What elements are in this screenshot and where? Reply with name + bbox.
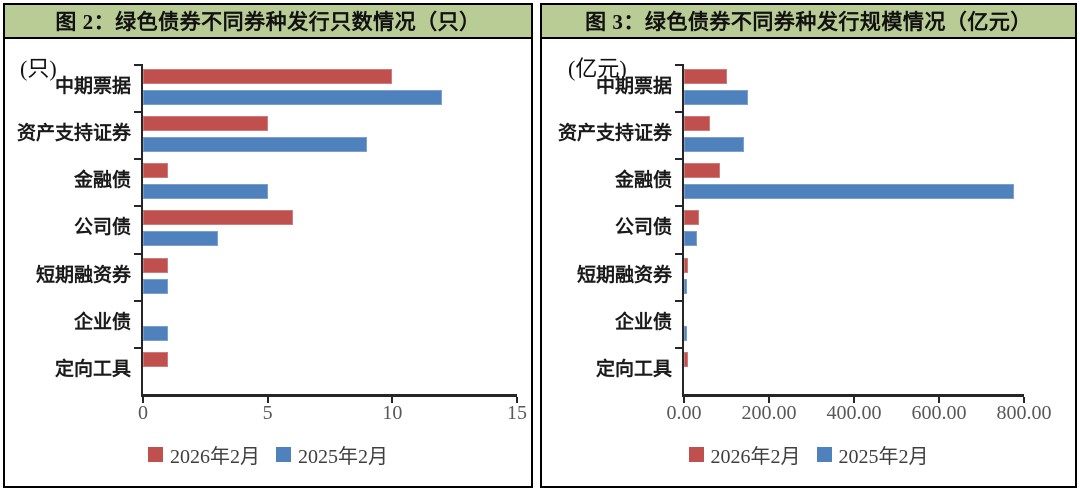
x-axis-tick (391, 397, 394, 403)
category-label: 资产支持证券 (16, 123, 131, 145)
x-axis-tick (266, 397, 269, 403)
category-axis-tick (134, 346, 141, 349)
x-axis-tick (516, 397, 518, 403)
bar-blue (143, 325, 168, 341)
x-tick-label: 10 (382, 402, 403, 424)
category-label: 定向工具 (595, 358, 672, 380)
chart-body-issue-count: (只) 中期票据资产支持证券金融债公司债短期融资券企业债定向工具 0 5 10 15 20… (5, 39, 531, 486)
chart-body-issue-scale: (亿元) 中期票据资产支持证券金融债公司债短期融资券企业债定向工具 0.00 200… (542, 39, 1075, 486)
category-label: 中期票据 (54, 76, 131, 97)
legend-swatch-blue (276, 447, 291, 462)
x-tick-label: 15 (507, 402, 527, 424)
legend-label: 2026年2月 (170, 446, 260, 468)
bar-blue (684, 137, 744, 153)
legend-swatch-red (688, 447, 704, 462)
panel-issue-count: 图 2：绿色债券不同券种发行只数情况（只） (只) 中期票据资产支持证券金融债公… (3, 3, 533, 488)
bar-blue (684, 325, 688, 341)
category-axis-tick (134, 205, 141, 208)
x-axis-tick (853, 397, 855, 403)
bar-blue (143, 137, 368, 153)
bar-blue (684, 278, 688, 294)
category-axis-tick (675, 64, 682, 66)
bar-blue (143, 231, 218, 247)
bar-red (143, 210, 293, 226)
category-label: 中期票据 (595, 76, 672, 97)
category-axis-tick (675, 205, 682, 208)
category-label: 金融债 (614, 170, 672, 192)
x-axis-tick (938, 397, 940, 403)
bar-red (143, 69, 393, 84)
bar-blue (143, 278, 168, 294)
legend-item-2025年2月: 2025年2月 (816, 440, 929, 469)
legend-label: 2025年2月 (298, 446, 388, 468)
category-label: 企业债 (614, 311, 672, 333)
plot-area (141, 64, 517, 397)
category-axis-tick (675, 111, 682, 114)
bar-red (684, 210, 699, 226)
category-label: 企业债 (73, 311, 131, 333)
category-label: 定向工具 (54, 358, 131, 380)
category-axis-tick (134, 158, 141, 161)
x-tick-label: 800.00 (996, 402, 1052, 424)
category-axis-tick (675, 299, 682, 302)
axis-unit-label: (只) (20, 56, 57, 81)
legend-swatch-red (148, 447, 163, 462)
bar-red (684, 163, 721, 179)
x-axis-tick (142, 397, 144, 403)
legend: 2026年2月 2025年2月 (542, 440, 1075, 469)
bar-blue (143, 90, 443, 105)
category-label: 短期融资券 (576, 264, 672, 286)
category-axis-tick (675, 158, 682, 161)
category-axis-tick (675, 346, 682, 349)
x-tick-label: 600.00 (911, 402, 967, 424)
x-tick-label: 0 (138, 402, 148, 424)
bar-blue (143, 184, 268, 200)
x-tick-label: 400.00 (826, 402, 882, 424)
bar-red (684, 351, 689, 367)
legend-swatch-blue (816, 447, 832, 462)
x-axis-tick (683, 397, 685, 403)
bar-red (684, 257, 689, 273)
axis-unit-label: (亿元) (568, 56, 627, 81)
panel-issue-scale: 图 3：绿色债券不同券种发行规模情况（亿元） (亿元) 中期票据资产支持证券金融… (540, 3, 1077, 488)
legend-item-2025年2月: 2025年2月 (276, 440, 388, 469)
bar-red (143, 257, 168, 273)
x-tick-label: 0.00 (666, 402, 702, 424)
bar-red (143, 351, 168, 367)
category-label: 公司债 (614, 217, 672, 239)
category-label: 短期融资券 (35, 264, 131, 286)
plot-area (682, 64, 1024, 397)
legend-label: 2026年2月 (710, 446, 801, 468)
x-axis-tick (1023, 397, 1025, 403)
legend-item-2026年2月: 2026年2月 (688, 440, 801, 469)
category-axis-tick (134, 111, 141, 114)
bar-blue (684, 184, 1015, 200)
panel-title: 图 2：绿色债券不同券种发行只数情况（只） (5, 5, 531, 39)
category-label: 公司债 (73, 217, 131, 239)
bar-red (143, 163, 168, 179)
x-tick-label: 5 (262, 402, 273, 424)
x-axis-tick (768, 397, 770, 403)
bar-blue (684, 231, 697, 247)
legend: 2026年2月 2025年2月 (5, 440, 531, 469)
category-axis-tick (134, 64, 141, 66)
category-axis-tick (134, 252, 141, 255)
category-label: 资产支持证券 (557, 123, 672, 145)
category-axis-tick (134, 299, 141, 302)
category-axis-tick (675, 252, 682, 255)
legend-item-2026年2月: 2026年2月 (148, 440, 260, 469)
bar-red (684, 116, 710, 132)
category-label: 金融债 (73, 170, 131, 192)
bar-red (684, 69, 727, 84)
bar-red (143, 116, 268, 132)
panel-title: 图 3：绿色债券不同券种发行规模情况（亿元） (542, 5, 1075, 39)
bar-blue (684, 90, 748, 105)
legend-label: 2025年2月 (838, 446, 929, 468)
x-tick-label: 200.00 (741, 402, 797, 424)
